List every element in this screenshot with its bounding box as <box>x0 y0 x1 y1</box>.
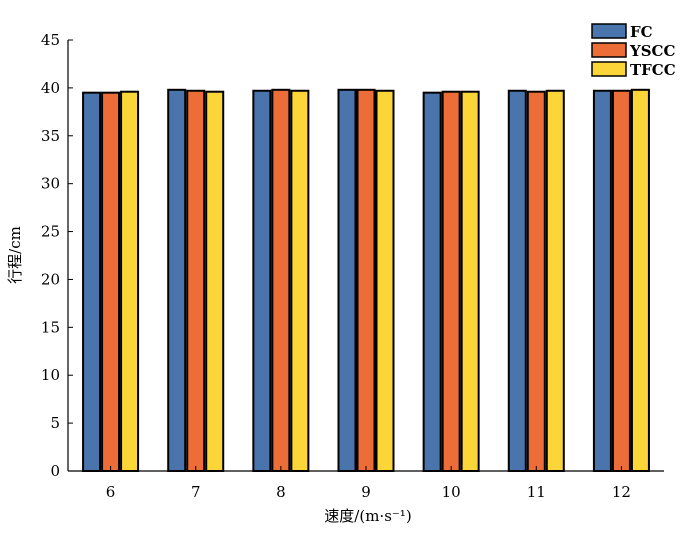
bar-yscc-10 <box>441 90 461 472</box>
bar-fc-9 <box>337 88 357 472</box>
x-tick-label: 12 <box>612 483 631 501</box>
x-axis-title: 速度/(m·s⁻¹) <box>324 507 411 525</box>
bar-yscc-6 <box>101 91 121 473</box>
bars-layer <box>82 88 650 473</box>
bar-tfcc-12 <box>630 88 650 472</box>
bar-yscc-11 <box>526 90 546 472</box>
bar-yscc-9 <box>356 88 376 472</box>
bar-fc-10 <box>422 91 442 473</box>
x-tick-label: 6 <box>106 483 116 501</box>
bar-fc-6 <box>82 91 102 473</box>
bar-tfcc-8 <box>290 89 310 472</box>
x-tick-label: 9 <box>361 483 371 501</box>
y-tick-label: 35 <box>41 127 60 145</box>
bar-yscc-12 <box>611 89 631 472</box>
bar-tfcc-10 <box>460 90 480 472</box>
y-tick-label: 0 <box>50 462 60 480</box>
bar-fc-11 <box>507 89 527 472</box>
x-tick-label: 10 <box>442 483 461 501</box>
ticks-layer: 6 7 8 9 10 11 12 0 5 10 15 20 25 30 35 40 45 <box>41 31 631 501</box>
y-tick-label: 5 <box>50 414 60 432</box>
y-axis-title: 行程/cm <box>6 226 24 284</box>
legend-swatch-tfcc <box>591 61 627 77</box>
y-tick-label: 15 <box>41 318 60 336</box>
bar-yscc-7 <box>186 89 206 472</box>
bar-fc-7 <box>167 88 187 472</box>
legend-swatch-yscc <box>591 42 627 58</box>
legend-label-tfcc: TFCC <box>630 61 676 79</box>
y-tick-label: 10 <box>41 366 60 384</box>
bar-tfcc-9 <box>375 89 395 472</box>
bar-fc-8 <box>252 89 272 472</box>
bar-fc-12 <box>592 89 612 472</box>
y-tick-label: 40 <box>41 79 60 97</box>
x-tick-label: 8 <box>276 483 286 501</box>
y-tick-label: 25 <box>41 223 60 241</box>
bar-tfcc-11 <box>545 89 565 472</box>
y-tick-label: 30 <box>41 175 60 193</box>
y-tick-label: 45 <box>41 31 60 49</box>
legend-label-fc: FC <box>630 23 653 41</box>
y-tick-label: 20 <box>41 270 60 288</box>
legend-label-yscc: YSCC <box>629 42 675 60</box>
x-tick-label: 11 <box>527 483 546 501</box>
bar-tfcc-7 <box>205 90 225 472</box>
bar-tfcc-6 <box>120 90 140 472</box>
bar-yscc-8 <box>271 88 291 472</box>
x-tick-label: 7 <box>191 483 201 501</box>
legend-swatch-fc <box>591 23 627 39</box>
